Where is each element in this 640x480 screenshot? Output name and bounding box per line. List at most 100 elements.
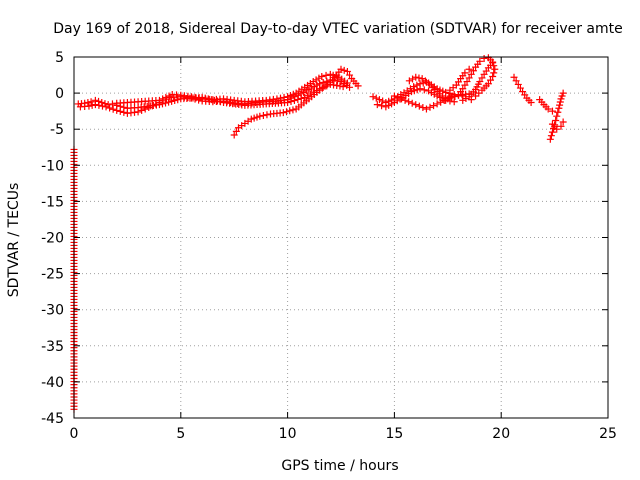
data-point (108, 100, 116, 108)
data-point (284, 98, 292, 106)
data-point (556, 98, 564, 106)
data-point (490, 69, 498, 77)
data-point (207, 96, 215, 104)
data-point (91, 101, 99, 109)
data-point (198, 93, 206, 101)
y-tick-label: -10 (41, 158, 64, 174)
y-tick-label: -25 (41, 267, 64, 283)
data-point (547, 132, 555, 140)
data-point (213, 97, 221, 105)
data-point (232, 127, 240, 135)
data-point (444, 95, 452, 103)
data-point (354, 82, 362, 90)
tick-labels: 0 5 10 15 20 25 5 0 -5 -10 -15 -20 -25 -30 -35 -40 -45 (41, 50, 617, 442)
data-point (408, 99, 416, 107)
data-point (286, 107, 294, 115)
data-point (489, 59, 497, 67)
x-tick-label: 5 (176, 426, 185, 442)
data-point (279, 109, 287, 117)
data-point (369, 93, 377, 101)
data-point (168, 97, 176, 105)
data-point (102, 103, 110, 111)
y-tick-label: 0 (55, 86, 64, 102)
data-point (416, 85, 424, 93)
data-point (442, 88, 450, 96)
data-point (465, 74, 473, 82)
y-tick-label: -40 (41, 375, 64, 391)
data-point (113, 101, 121, 109)
y-tick-label: -20 (41, 231, 64, 247)
data-point (87, 98, 95, 106)
x-tick-label: 10 (279, 426, 297, 442)
data-point (476, 57, 484, 65)
series-track-o (548, 118, 567, 133)
data-point (230, 131, 238, 139)
data-point (155, 101, 163, 109)
data-point (469, 67, 477, 75)
data-point (559, 118, 567, 126)
data-point (84, 98, 92, 106)
x-tick-label: 15 (385, 426, 403, 442)
data-point (459, 96, 467, 104)
series-track-d (230, 65, 362, 139)
data-point (379, 97, 387, 105)
data-point (410, 83, 418, 91)
data-point (420, 86, 428, 94)
data-point (98, 102, 106, 110)
data-point (145, 104, 153, 112)
data-point (290, 96, 298, 104)
data-point (340, 66, 348, 74)
data-point (548, 107, 556, 115)
data-point (548, 128, 556, 136)
data-point (339, 83, 347, 91)
data-point (480, 54, 488, 62)
series-track-l (510, 73, 535, 106)
data-point (210, 96, 218, 104)
data-point (430, 102, 438, 110)
data-point (373, 101, 381, 109)
data-point (510, 73, 518, 81)
data-point (489, 72, 497, 80)
data-point (263, 111, 271, 119)
data-point (322, 71, 330, 79)
data-point (527, 98, 535, 106)
data-point (162, 99, 170, 107)
data-point (85, 102, 93, 110)
series-track-c (113, 80, 347, 112)
data-point (478, 74, 486, 82)
data-point (552, 117, 560, 125)
data-point (465, 65, 473, 73)
data-point (461, 81, 469, 89)
data-point (297, 94, 305, 102)
data-point (554, 108, 562, 116)
data-point (461, 69, 469, 77)
data-point (550, 124, 558, 132)
data-point (422, 105, 430, 113)
y-tick-label: -30 (41, 303, 64, 319)
data-point (256, 112, 264, 120)
y-axis-label: SDTVAR / TECUs (6, 183, 22, 298)
x-tick-label: 20 (492, 426, 510, 442)
data-point (419, 104, 427, 112)
data-point (512, 77, 520, 85)
y-tick-label: -5 (50, 122, 64, 138)
data-point (553, 125, 561, 133)
data-point (106, 104, 114, 112)
data-point (283, 108, 291, 116)
data-point (294, 95, 302, 103)
data-point (375, 96, 383, 104)
data-point (318, 72, 326, 80)
chart-title: Day 169 of 2018, Sidereal Day-to-day VTE… (53, 21, 623, 37)
series-track-k (446, 65, 473, 94)
data-point (405, 98, 413, 106)
data-point (557, 122, 565, 130)
x-axis-label: GPS time / hours (281, 458, 398, 474)
data-point (412, 101, 420, 109)
data-point (390, 92, 398, 100)
data-point (398, 95, 406, 103)
data-point (459, 85, 467, 93)
y-tick-label: -45 (41, 411, 64, 427)
data-point (476, 78, 484, 86)
data-point (88, 101, 96, 109)
